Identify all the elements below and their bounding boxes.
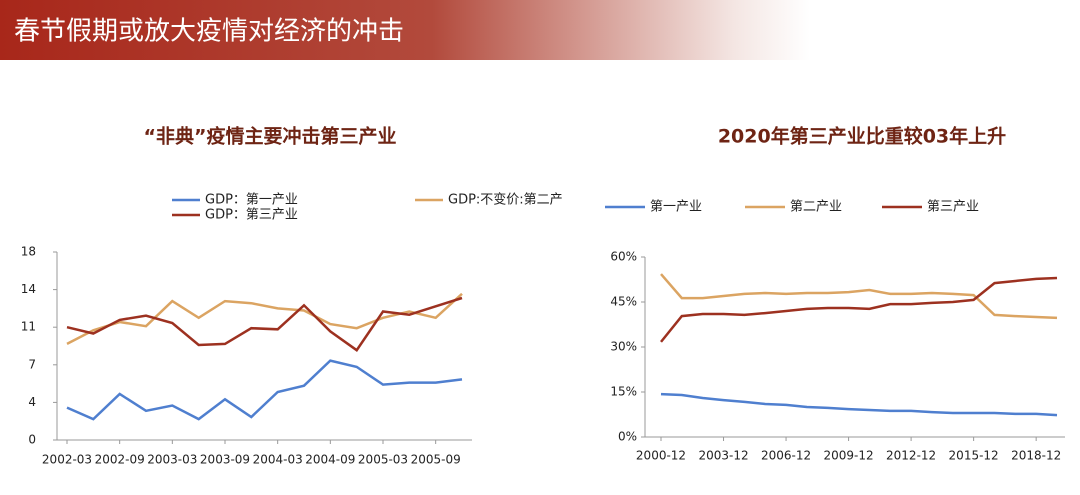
- slide-title: 春节假期或放大疫情对经济的冲击: [14, 17, 404, 47]
- series-line: [660, 273, 1058, 320]
- x-tick-label: 2004-03: [253, 453, 303, 467]
- x-tick-label: 2012-12: [886, 449, 936, 463]
- header-band: [0, 0, 1080, 60]
- x-tick-label: 2000-12: [636, 449, 686, 463]
- x-tick-label: 2018-12: [1011, 449, 1061, 463]
- y-tick-label: 0%: [618, 430, 637, 444]
- series-line: [66, 296, 463, 352]
- legend-label: 第二产业: [790, 200, 842, 215]
- y-tick-label: 11: [21, 320, 36, 334]
- x-tick-label: 2006-12: [761, 449, 811, 463]
- x-tick-label: 2002-03: [42, 453, 92, 467]
- legend-label: GDP：第一产业: [205, 193, 298, 208]
- y-tick-label: 4: [28, 395, 36, 409]
- legend-label: GDP：第三产业: [205, 208, 298, 223]
- y-tick-label: 18: [21, 245, 36, 259]
- x-tick-label: 2005-09: [411, 453, 461, 467]
- series-line: [66, 292, 463, 346]
- y-tick-label: 14: [21, 282, 36, 296]
- legend-label: 第三产业: [927, 200, 979, 215]
- legend-label: 第一产业: [650, 200, 702, 215]
- y-tick-label: 7: [28, 357, 36, 371]
- x-tick-label: 2009-12: [824, 449, 874, 463]
- x-tick-label: 2003-09: [200, 453, 250, 467]
- chart-title: “非典”疫情主要冲击第三产业: [144, 125, 397, 148]
- y-tick-label: 30%: [610, 340, 637, 354]
- series-line: [66, 359, 463, 421]
- series-line: [660, 392, 1058, 417]
- legend-clip: GDP:不变价:第二产: [415, 192, 563, 208]
- legend-label: GDP:不变价:第二产: [448, 192, 563, 208]
- x-tick-label: 2005-03: [358, 453, 408, 467]
- x-tick-label: 2015-12: [949, 449, 999, 463]
- y-tick-label: 45%: [610, 295, 637, 309]
- x-tick-label: 2004-09: [305, 453, 355, 467]
- x-tick-label: 2003-03: [147, 453, 197, 467]
- x-tick-label: 2002-09: [95, 453, 145, 467]
- series-line: [660, 276, 1058, 343]
- y-tick-label: 0: [28, 433, 36, 447]
- x-tick-label: 2003-12: [698, 449, 748, 463]
- y-tick-label: 15%: [610, 385, 637, 399]
- y-tick-label: 60%: [610, 250, 637, 264]
- chart-title: 2020年第三产业比重较03年上升: [718, 125, 1006, 148]
